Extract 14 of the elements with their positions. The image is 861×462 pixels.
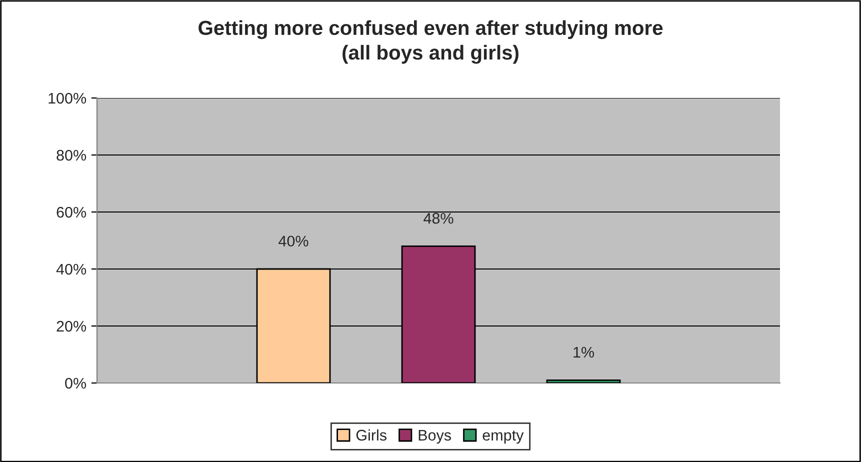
y-tick-label: 40% — [56, 264, 86, 275]
data-label: 40% — [278, 236, 308, 247]
y-tick-label: 0% — [65, 378, 86, 389]
y-tick-label: 80% — [56, 150, 86, 161]
legend-label: Boys — [418, 430, 451, 444]
chart-title: Getting more confused even after studying more (all boys and girls) — [198, 20, 663, 64]
y-tick-label: 100% — [48, 92, 86, 104]
legend-label: empty — [482, 430, 524, 444]
data-label: 1% — [574, 346, 594, 358]
y-tick-label: 20% — [56, 320, 86, 332]
bar — [546, 379, 621, 383]
y-tick-label: 60% — [56, 206, 86, 218]
data-label: 48% — [424, 212, 454, 224]
legend-label: Girls — [356, 429, 386, 441]
